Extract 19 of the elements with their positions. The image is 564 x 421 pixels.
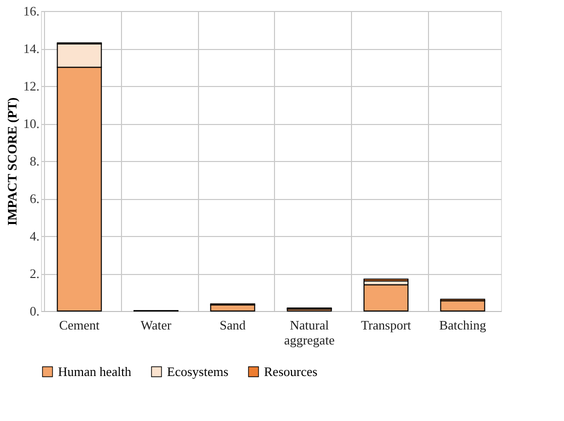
y-tick-label: 16. bbox=[23, 4, 40, 18]
legend-label: Resources bbox=[264, 364, 318, 379]
y-tick-label: 6. bbox=[30, 191, 40, 206]
legend-label: Human health bbox=[58, 364, 132, 379]
y-tick-label: 10. bbox=[23, 116, 40, 131]
y-tick-label: 8. bbox=[30, 154, 40, 168]
x-tick-label: Transport bbox=[360, 318, 412, 332]
legend-label: Ecosystems bbox=[167, 364, 228, 379]
y-tick-label: 12. bbox=[23, 78, 40, 94]
x-tick-label: Sand bbox=[220, 318, 246, 332]
y-tick-label: 14. bbox=[23, 41, 40, 56]
x-tick-label: Batching bbox=[439, 318, 487, 332]
y-tick-label: 2. bbox=[30, 266, 40, 281]
x-tick-label: Water bbox=[140, 318, 172, 332]
y-axis-title: IMPACT SCORE (PT) bbox=[4, 97, 20, 226]
y-tick-label: 4. bbox=[30, 228, 40, 244]
x-tick-label: Natural aggregate bbox=[284, 318, 335, 348]
x-tick-label: Cement bbox=[59, 318, 100, 332]
y-tick-label: 0. bbox=[30, 304, 40, 318]
